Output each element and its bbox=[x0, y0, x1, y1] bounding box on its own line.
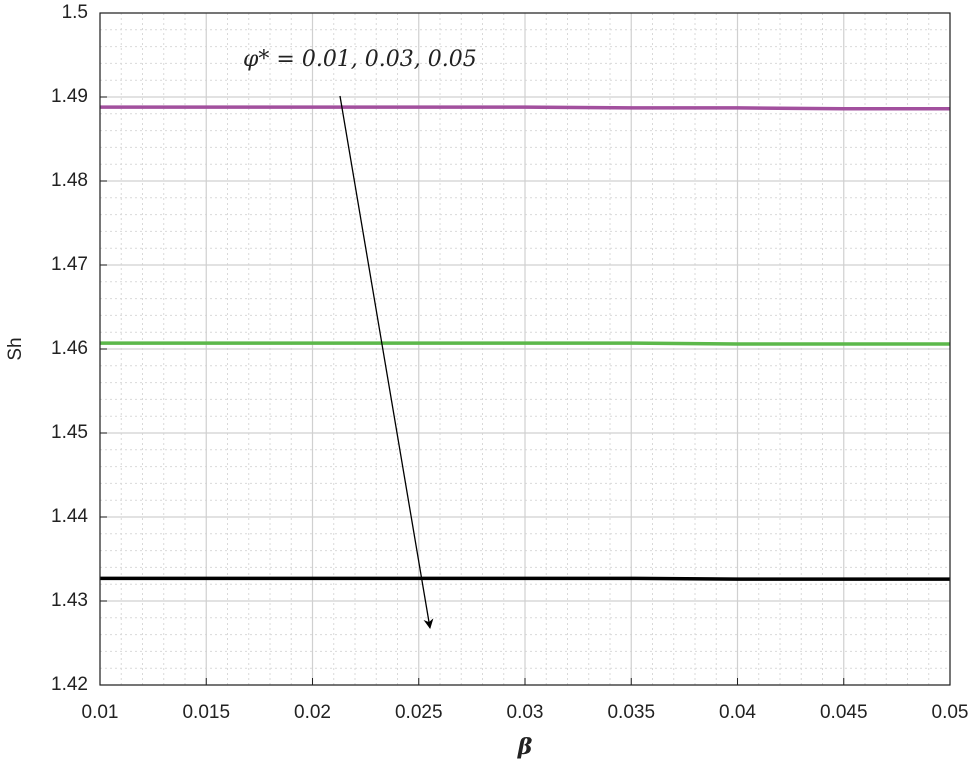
x-axis-label: β bbox=[517, 734, 533, 760]
x-tick-label: 0.02 bbox=[294, 702, 331, 723]
y-axis-label: Sh bbox=[5, 337, 26, 360]
x-tick-label: 0.01 bbox=[82, 702, 119, 723]
x-tick-label: 0.025 bbox=[395, 702, 443, 723]
y-tick-label: 1.43 bbox=[51, 590, 88, 611]
x-tick-label: 0.03 bbox=[507, 702, 544, 723]
y-tick-label: 1.42 bbox=[51, 674, 88, 695]
annotation: φ* = 0.01, 0.03, 0.05 bbox=[243, 47, 477, 72]
y-tick-label: 1.49 bbox=[51, 86, 88, 107]
x-tick-label: 0.045 bbox=[820, 702, 868, 723]
grid bbox=[99, 12, 951, 686]
series-line bbox=[100, 576, 950, 581]
series-line bbox=[100, 341, 950, 346]
y-tick-label: 1.47 bbox=[51, 254, 88, 275]
x-tick-label: 0.035 bbox=[607, 702, 655, 723]
series-line bbox=[100, 105, 950, 111]
y-tick-label: 1.48 bbox=[51, 170, 88, 191]
lines bbox=[100, 105, 950, 581]
x-tick-label: 0.05 bbox=[932, 702, 969, 723]
y-tick-label: 1.46 bbox=[51, 338, 88, 359]
y-tick-label: 1.5 bbox=[62, 2, 88, 23]
y-tick-label: 1.45 bbox=[51, 422, 88, 443]
x-tick-label: 0.04 bbox=[719, 702, 756, 723]
y-tick-label: 1.44 bbox=[51, 506, 88, 527]
x-tick-label: 0.015 bbox=[182, 702, 230, 723]
annotation-arrow bbox=[339, 95, 434, 629]
